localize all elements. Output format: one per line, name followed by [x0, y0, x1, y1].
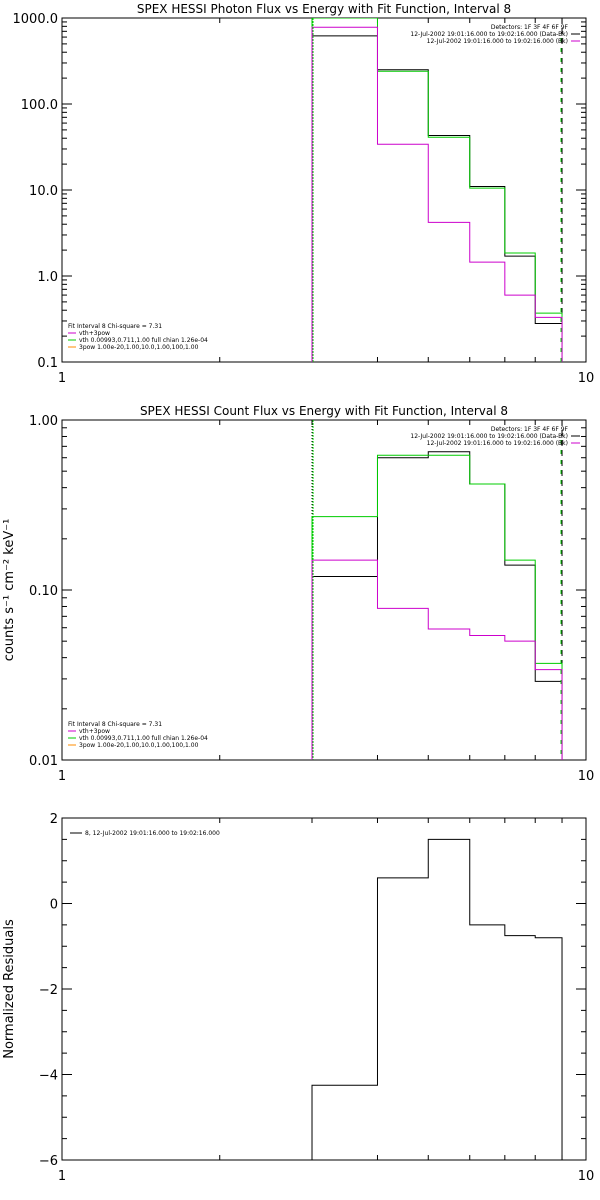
legend-text: 3pow 1.00e-20,1.00,10.0,1.00,100,1.00: [79, 742, 199, 749]
y-tick-label: −2: [39, 983, 58, 998]
series-line-bk: [311, 559, 563, 760]
y-tick-label: 0.10: [29, 584, 58, 599]
legend-bottom-left: Fit Interval 8 Chi-square = 7.31vth+3pow…: [68, 721, 208, 749]
x-tick-label: 1: [58, 371, 66, 386]
legend-text: 12-Jul-2002 19:01:16.000 to 19:02:16.000…: [410, 433, 568, 440]
x-tick-label: 10: [578, 371, 595, 386]
y-tick-label: 1.00: [29, 414, 58, 429]
y-tick-label: 2: [50, 812, 58, 827]
legend-text: 8, 12-Jul-2002 19:01:16.000 to 19:02:16.…: [85, 830, 220, 837]
legend-text: Detectors: 1F 3F 4F 6F 9F: [491, 426, 569, 433]
chart-panel-3: Normalized Residuals 1 10 −6 −4 −2 0 2 8, 12-Jul…: [2, 812, 594, 1184]
plot-area: [311, 18, 563, 362]
series-line-vth-3pow: [311, 454, 563, 760]
series-line-vth-3pow: [311, 18, 563, 362]
y-tick-label: 1.0: [37, 270, 58, 285]
series-line-bk: [311, 26, 563, 362]
y-tick-label: 100.0: [21, 98, 58, 113]
x-tick-label: 10: [578, 1169, 595, 1184]
legend-text: vth+3pow: [79, 728, 110, 735]
y-tick-label: −4: [39, 1069, 58, 1084]
chart-panel-1: SPEX HESSI Photon Flux vs Energy with Fi…: [13, 2, 595, 386]
legend-bottom-left: Fit Interval 8 Chi-square = 7.31vth+3pow…: [68, 323, 208, 351]
legend-text: Fit Interval 8 Chi-square = 7.31: [68, 323, 162, 330]
y-tick-label: 10.0: [29, 184, 58, 199]
x-tick-label: 10: [578, 769, 595, 784]
plot-area: [311, 420, 563, 760]
series-line-data-bk: [311, 451, 563, 760]
y-tick-label: 1000.0: [13, 12, 59, 27]
plot-area: [311, 838, 563, 1160]
legend-text: 12-Jul-2002 19:01:16.000 to 19:02:16.000…: [427, 38, 568, 45]
plot-frame: [61, 419, 587, 761]
legend-text: 3pow 1.00e-20,1.00,10.0,1.00,100,1.00: [79, 344, 199, 351]
y-tick-label: 0: [50, 898, 58, 913]
legend-text: Detectors: 1F 3F 4F 6F 9F: [491, 24, 569, 31]
legend-text: vth+3pow: [79, 330, 110, 337]
series-line-data-bk: [311, 35, 563, 362]
legend-text: vth 0.00993,0.711,1.00 full chian 1.26e-…: [79, 735, 208, 742]
chart-title: SPEX HESSI Photon Flux vs Energy with Fi…: [137, 2, 511, 16]
y-axis-label: counts s⁻¹ cm⁻² keV⁻¹: [2, 519, 17, 662]
plot-frame: [61, 17, 587, 363]
y-tick-label: 0.01: [29, 754, 58, 769]
legend-text: vth 0.00993,0.711,1.00 full chian 1.26e-…: [79, 337, 208, 344]
x-tick-label: 1: [58, 769, 66, 784]
legend-text: 12-Jul-2002 19:01:16.000 to 19:02:16.000…: [427, 440, 568, 447]
series-line-8-12-jul-2002-19-01-16-000-to-19-02-16-000: [311, 838, 563, 1160]
legend-text: 12-Jul-2002 19:01:16.000 to 19:02:16.000…: [410, 31, 568, 38]
legend-text: Fit Interval 8 Chi-square = 7.31: [68, 721, 162, 728]
chart-panel-2: SPEX HESSI Count Flux vs Energy with Fit…: [2, 404, 594, 784]
plot-frame: [61, 817, 587, 1161]
chart-title: SPEX HESSI Count Flux vs Energy with Fit…: [140, 404, 508, 418]
y-axis-label: Normalized Residuals: [2, 919, 17, 1059]
x-tick-label: 1: [58, 1169, 66, 1184]
legend-top-left: 8, 12-Jul-2002 19:01:16.000 to 19:02:16.…: [70, 830, 220, 837]
y-tick-label: 0.1: [37, 356, 58, 371]
y-tick-label: −6: [39, 1154, 58, 1169]
